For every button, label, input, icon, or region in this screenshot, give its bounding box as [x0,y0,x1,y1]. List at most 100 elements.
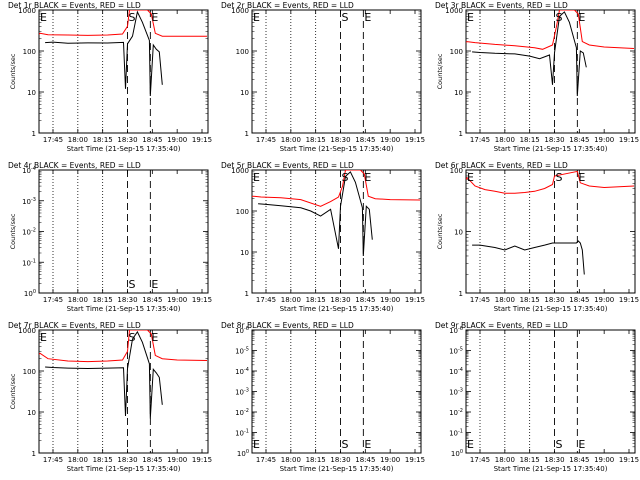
y-axis-label: Counts/sec [9,53,17,89]
detector-panel: Det 2r BLACK = Events, RED = LLD 1 10 100 10… [221,1,425,153]
detector-panel: Det 8r BLACK = Events, RED = LLD 100 10-1 1… [221,321,425,473]
x-tick-label: 19:00 [380,296,400,304]
detector-panel: Det 1r BLACK = Events, RED = LLD 1 10 100 10… [8,1,212,153]
x-tick-label: 17:45 [256,136,276,144]
y-tick-label: 1 [459,130,463,138]
series-line [258,171,373,257]
x-axis-label: Start Time (21-Sep-15 17:35:40) [280,305,394,313]
detector-panel: Det 7r BLACK = Events, RED = LLD 1 10 100 10… [8,321,212,473]
y-tick-label: 100 [23,48,36,56]
y-tick-label: 10 [27,89,36,97]
interval-marker: S [129,11,136,24]
x-tick-label: 18:00 [281,136,301,144]
series-line [39,330,208,363]
interval-marker: E [151,11,158,24]
x-axis-label: Start Time (21-Sep-15 17:35:40) [280,465,394,473]
y-tick-label: 10 [27,409,36,417]
plot-frame [465,169,636,294]
series-group [466,10,635,97]
interval-marker: S [342,438,349,451]
interval-marker: E [467,171,474,184]
y-tick-label: 10 [240,89,249,97]
y-tick-label: 1 [245,290,249,298]
x-tick-label: 18:30 [544,136,564,144]
plot-frame [251,169,422,294]
y-axis-label: Counts/sec [9,213,17,249]
y-tick-label: 10 [454,89,463,97]
x-tick-label: 19:00 [167,456,187,464]
interval-marker: S [129,278,136,291]
x-tick-label: 18:30 [330,456,350,464]
panel-title: Det 4r BLACK = Events, RED = LLD [8,161,141,170]
x-axis-label: Start Time (21-Sep-15 17:35:40) [280,145,394,153]
y-tick-label: 10-4 [235,367,249,376]
x-tick-label: 18:30 [544,296,564,304]
x-tick-label: 19:00 [594,136,614,144]
x-tick-label: 17:45 [256,296,276,304]
x-tick-label: 18:30 [330,296,350,304]
x-axis-label: Start Time (21-Sep-15 17:35:40) [494,465,608,473]
panel-title: Det 9r BLACK = Events, RED = LLD [435,321,568,330]
y-tick-label: 1 [32,130,36,138]
y-tick-label: 10 [454,229,463,237]
x-tick-label: 19:00 [167,296,187,304]
x-tick-label: 19:15 [405,456,425,464]
y-tick-label: 10-3 [22,197,36,206]
y-tick-label: 1000 [445,7,463,15]
detector-panel: Det 4r BLACK = Events, RED = LLD 100 10-1 1… [8,161,212,313]
series-line [466,170,635,194]
x-axis-label: Start Time (21-Sep-15 17:35:40) [67,305,181,313]
series-line [472,11,587,97]
interval-marker: E [578,171,585,184]
x-axis-label: Start Time (21-Sep-15 17:35:40) [67,145,181,153]
y-tick-label: 1000 [231,7,249,15]
series-line [472,240,585,275]
x-tick-label: 18:00 [68,296,88,304]
plot-frame [38,9,209,134]
y-tick-label: 100 [451,449,463,458]
interval-marker: S [556,11,563,24]
y-tick-label: 1000 [18,7,36,15]
interval-marker: S [556,171,563,184]
interval-marker: E [467,11,474,24]
series-group [39,330,208,419]
detector-panel: Det 9r BLACK = Events, RED = LLD 100 10-1 1… [435,321,639,473]
x-tick-label: 18:45 [569,136,589,144]
x-tick-label: 19:15 [405,136,425,144]
interval-marker: E [364,438,371,451]
y-tick-label: 10-4 [22,166,36,175]
series-group [466,170,635,275]
y-tick-label: 100 [237,449,249,458]
x-tick-label: 18:00 [495,456,515,464]
y-tick-label: 100 [24,289,36,298]
x-axis-label: Start Time (21-Sep-15 17:35:40) [67,465,181,473]
y-tick-label: 100 [450,167,463,175]
panel-title: Det 1r BLACK = Events, RED = LLD [8,1,141,10]
x-tick-label: 18:15 [520,456,540,464]
series-line [45,330,163,419]
plot-frame [465,329,636,454]
x-axis-label: Start Time (21-Sep-15 17:35:40) [494,145,608,153]
interval-marker: S [556,438,563,451]
x-tick-label: 18:15 [520,296,540,304]
x-tick-label: 19:15 [619,456,639,464]
x-tick-label: 19:00 [380,456,400,464]
x-tick-label: 19:00 [167,136,187,144]
series-line [39,10,207,37]
y-tick-label: 10-6 [235,326,249,335]
y-tick-label: 10-1 [235,429,249,438]
detector-panel: Det 3r BLACK = Events, RED = LLD 1 10 100 10… [435,1,639,153]
x-tick-label: 18:30 [544,456,564,464]
x-tick-label: 19:00 [380,136,400,144]
y-axis-label: Counts/sec [9,373,17,409]
x-tick-label: 18:45 [569,296,589,304]
y-tick-label: 10-6 [449,326,463,335]
x-tick-label: 18:15 [306,296,326,304]
y-tick-label: 10-2 [235,408,249,417]
y-tick-label: 10-2 [449,408,463,417]
interval-marker: S [342,171,349,184]
x-tick-label: 19:15 [192,456,212,464]
series-line [252,170,421,207]
x-tick-label: 19:15 [619,136,639,144]
